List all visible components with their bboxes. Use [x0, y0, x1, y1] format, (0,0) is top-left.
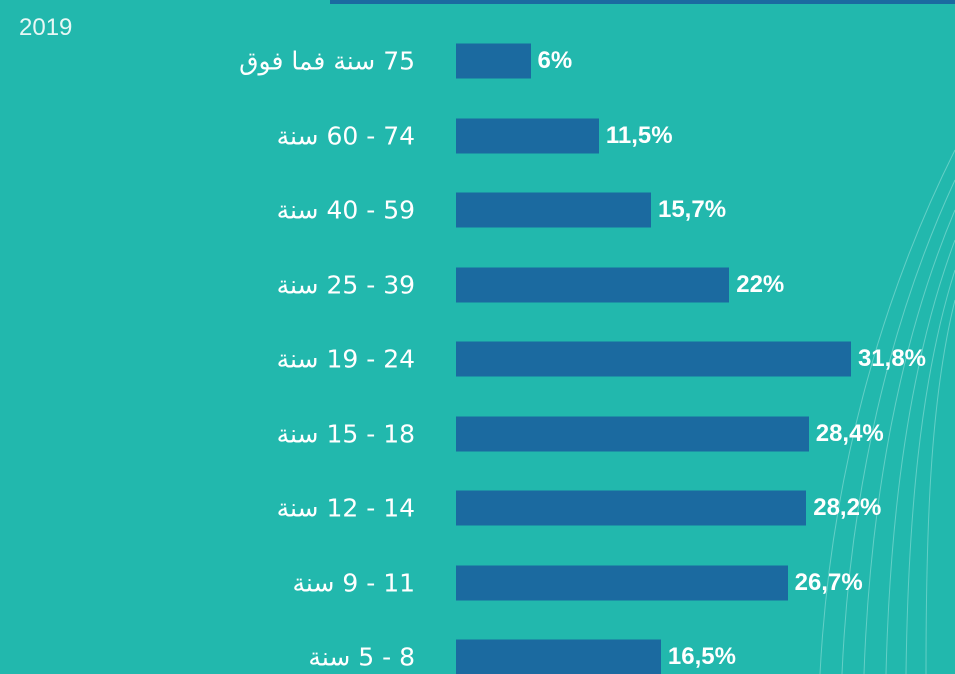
category-label: 18 - 15 سنة — [276, 419, 415, 448]
value-label: 28,2% — [813, 494, 882, 521]
category-label: 59 - 40 سنة — [276, 195, 415, 225]
value-label: 6% — [537, 47, 573, 74]
bar — [456, 565, 788, 600]
category-label: 39 - 25 سنة — [276, 270, 415, 299]
category-label: 8 - 5 سنة — [308, 642, 415, 672]
value-label: 31,8% — [857, 345, 927, 372]
value-label: 11,5% — [605, 121, 673, 149]
category-label: 24 - 19 سنة — [276, 344, 415, 374]
value-label: 22% — [736, 270, 785, 298]
bar — [456, 192, 651, 228]
bar — [456, 341, 851, 377]
top-rule — [330, 0, 955, 4]
bar — [456, 267, 730, 302]
bar — [456, 43, 531, 79]
arcs — [819, 149, 955, 674]
category-label: 74 - 60 سنة — [276, 121, 415, 150]
value-label: 16,5% — [667, 643, 736, 670]
category-label: 11 - 9 سنة — [292, 568, 415, 597]
category-label: 75 سنة فما فوق — [239, 46, 415, 76]
bar — [456, 490, 807, 526]
value-label: 15,7% — [657, 196, 727, 223]
category-label: 14 - 12 سنة — [276, 493, 415, 523]
bar — [456, 118, 599, 153]
value-label: 28,4% — [815, 419, 884, 447]
bar — [456, 639, 661, 674]
value-label: 26,7% — [794, 568, 863, 596]
subtitle: 2019 — [19, 14, 73, 41]
bar — [456, 416, 809, 451]
